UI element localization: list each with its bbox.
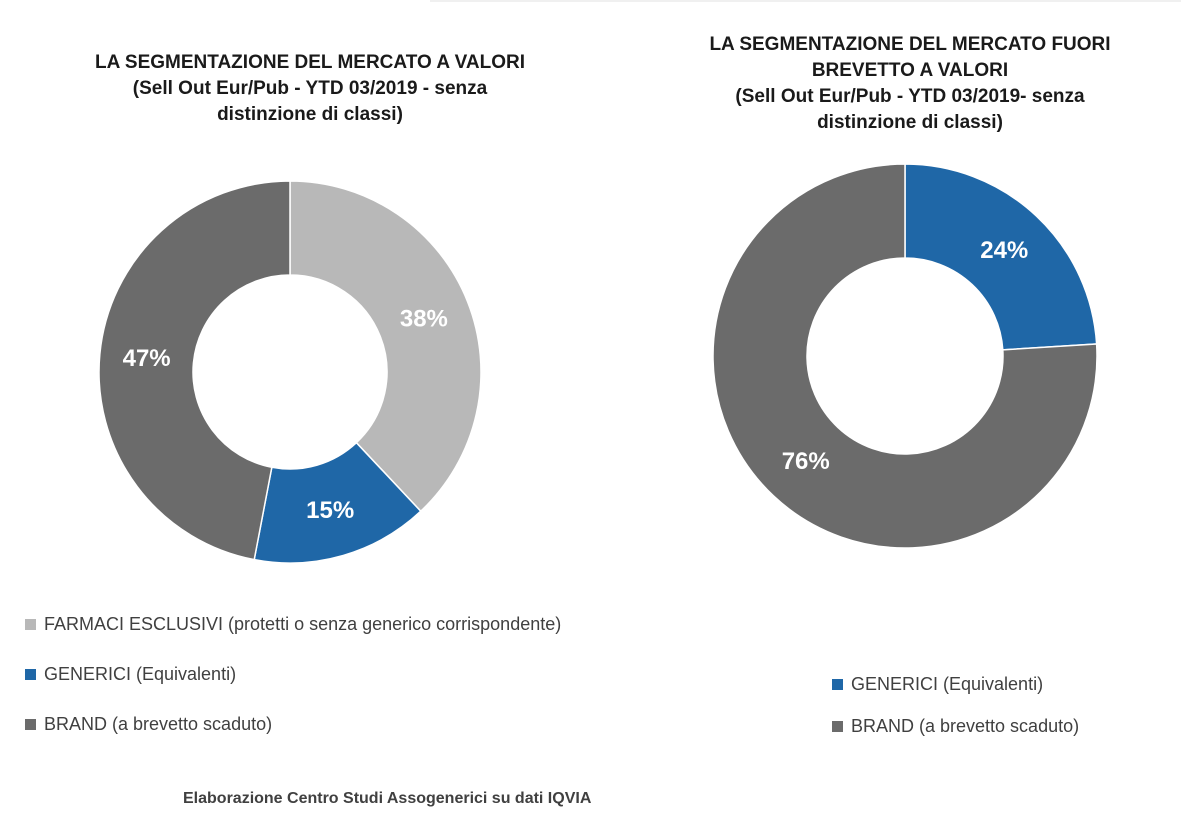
donut-right-data-label-1: 76% — [782, 448, 830, 475]
legend-left-item-1: GENERICI (Equivalenti) — [25, 662, 561, 686]
chart-title-right-line-3: (Sell Out Eur/Pub - YTD 03/2019- senza — [735, 86, 1085, 107]
legend-left-label-0: FARMACI ESCLUSIVI (protetti o senza gene… — [44, 613, 562, 634]
donut-left-data-label-2: 47% — [123, 345, 171, 372]
legend-right-item-1: BRAND (a brevetto scaduto) — [832, 714, 1079, 738]
chart-title-left-line-2: (Sell Out Eur/Pub - YTD 03/2019 - senza — [132, 78, 488, 99]
chart-title-left-line-3: distinzione di classi) — [217, 104, 403, 125]
legend-left-swatch-0 — [25, 618, 36, 630]
legend-right-label-0: GENERICI (Equivalenti) — [851, 673, 1044, 694]
legend-right: GENERICI (Equivalenti) BRAND (a brevetto … — [832, 672, 1079, 756]
legend-left-item-0: FARMACI ESCLUSIVI (protetti o senza gene… — [25, 612, 561, 636]
chart-title-right-line-2: BREVETTO A VALORI — [811, 60, 1009, 81]
legend-right-item-0: GENERICI (Equivalenti) — [832, 672, 1079, 696]
donut-left-data-label-1: 15% — [306, 497, 354, 524]
donut-right-slice-0 — [904, 163, 1098, 351]
legend-right-swatch-1 — [832, 720, 843, 732]
chart-title-left: LA SEGMENTAZIONE DEL MERCATO A VALORI (S… — [40, 50, 580, 128]
legend-left-label-2: BRAND (a brevetto scaduto) — [44, 713, 273, 734]
source-footer: Elaborazione Centro Studi Assogenerici s… — [183, 790, 592, 807]
legend-left-label-1: GENERICI (Equivalenti) — [44, 663, 237, 684]
legend-left-item-2: BRAND (a brevetto scaduto) — [25, 712, 561, 736]
top-divider — [430, 0, 1181, 2]
legend-left-swatch-1 — [25, 668, 36, 680]
legend-left-swatch-2 — [25, 718, 36, 730]
chart-title-left-line-1: LA SEGMENTAZIONE DEL MERCATO A VALORI — [95, 52, 525, 73]
legend-left: FARMACI ESCLUSIVI (protetti o senza gene… — [25, 612, 561, 762]
chart-title-right-line-4: distinzione di classi) — [817, 112, 1003, 133]
donut-right-data-label-0: 24% — [980, 237, 1028, 264]
donut-right-slice-1 — [712, 163, 1098, 549]
chart-title-right-line-1: LA SEGMENTAZIONE DEL MERCATO FUORI — [709, 34, 1111, 55]
legend-right-label-1: BRAND (a brevetto scaduto) — [851, 715, 1080, 736]
donut-left-slice-0 — [289, 180, 482, 513]
chart-title-right: LA SEGMENTAZIONE DEL MERCATO FUORI BREVE… — [660, 32, 1160, 136]
legend-right-swatch-0 — [832, 678, 843, 690]
donut-left-slice-2 — [98, 180, 291, 561]
donut-left-data-label-0: 38% — [400, 305, 448, 332]
